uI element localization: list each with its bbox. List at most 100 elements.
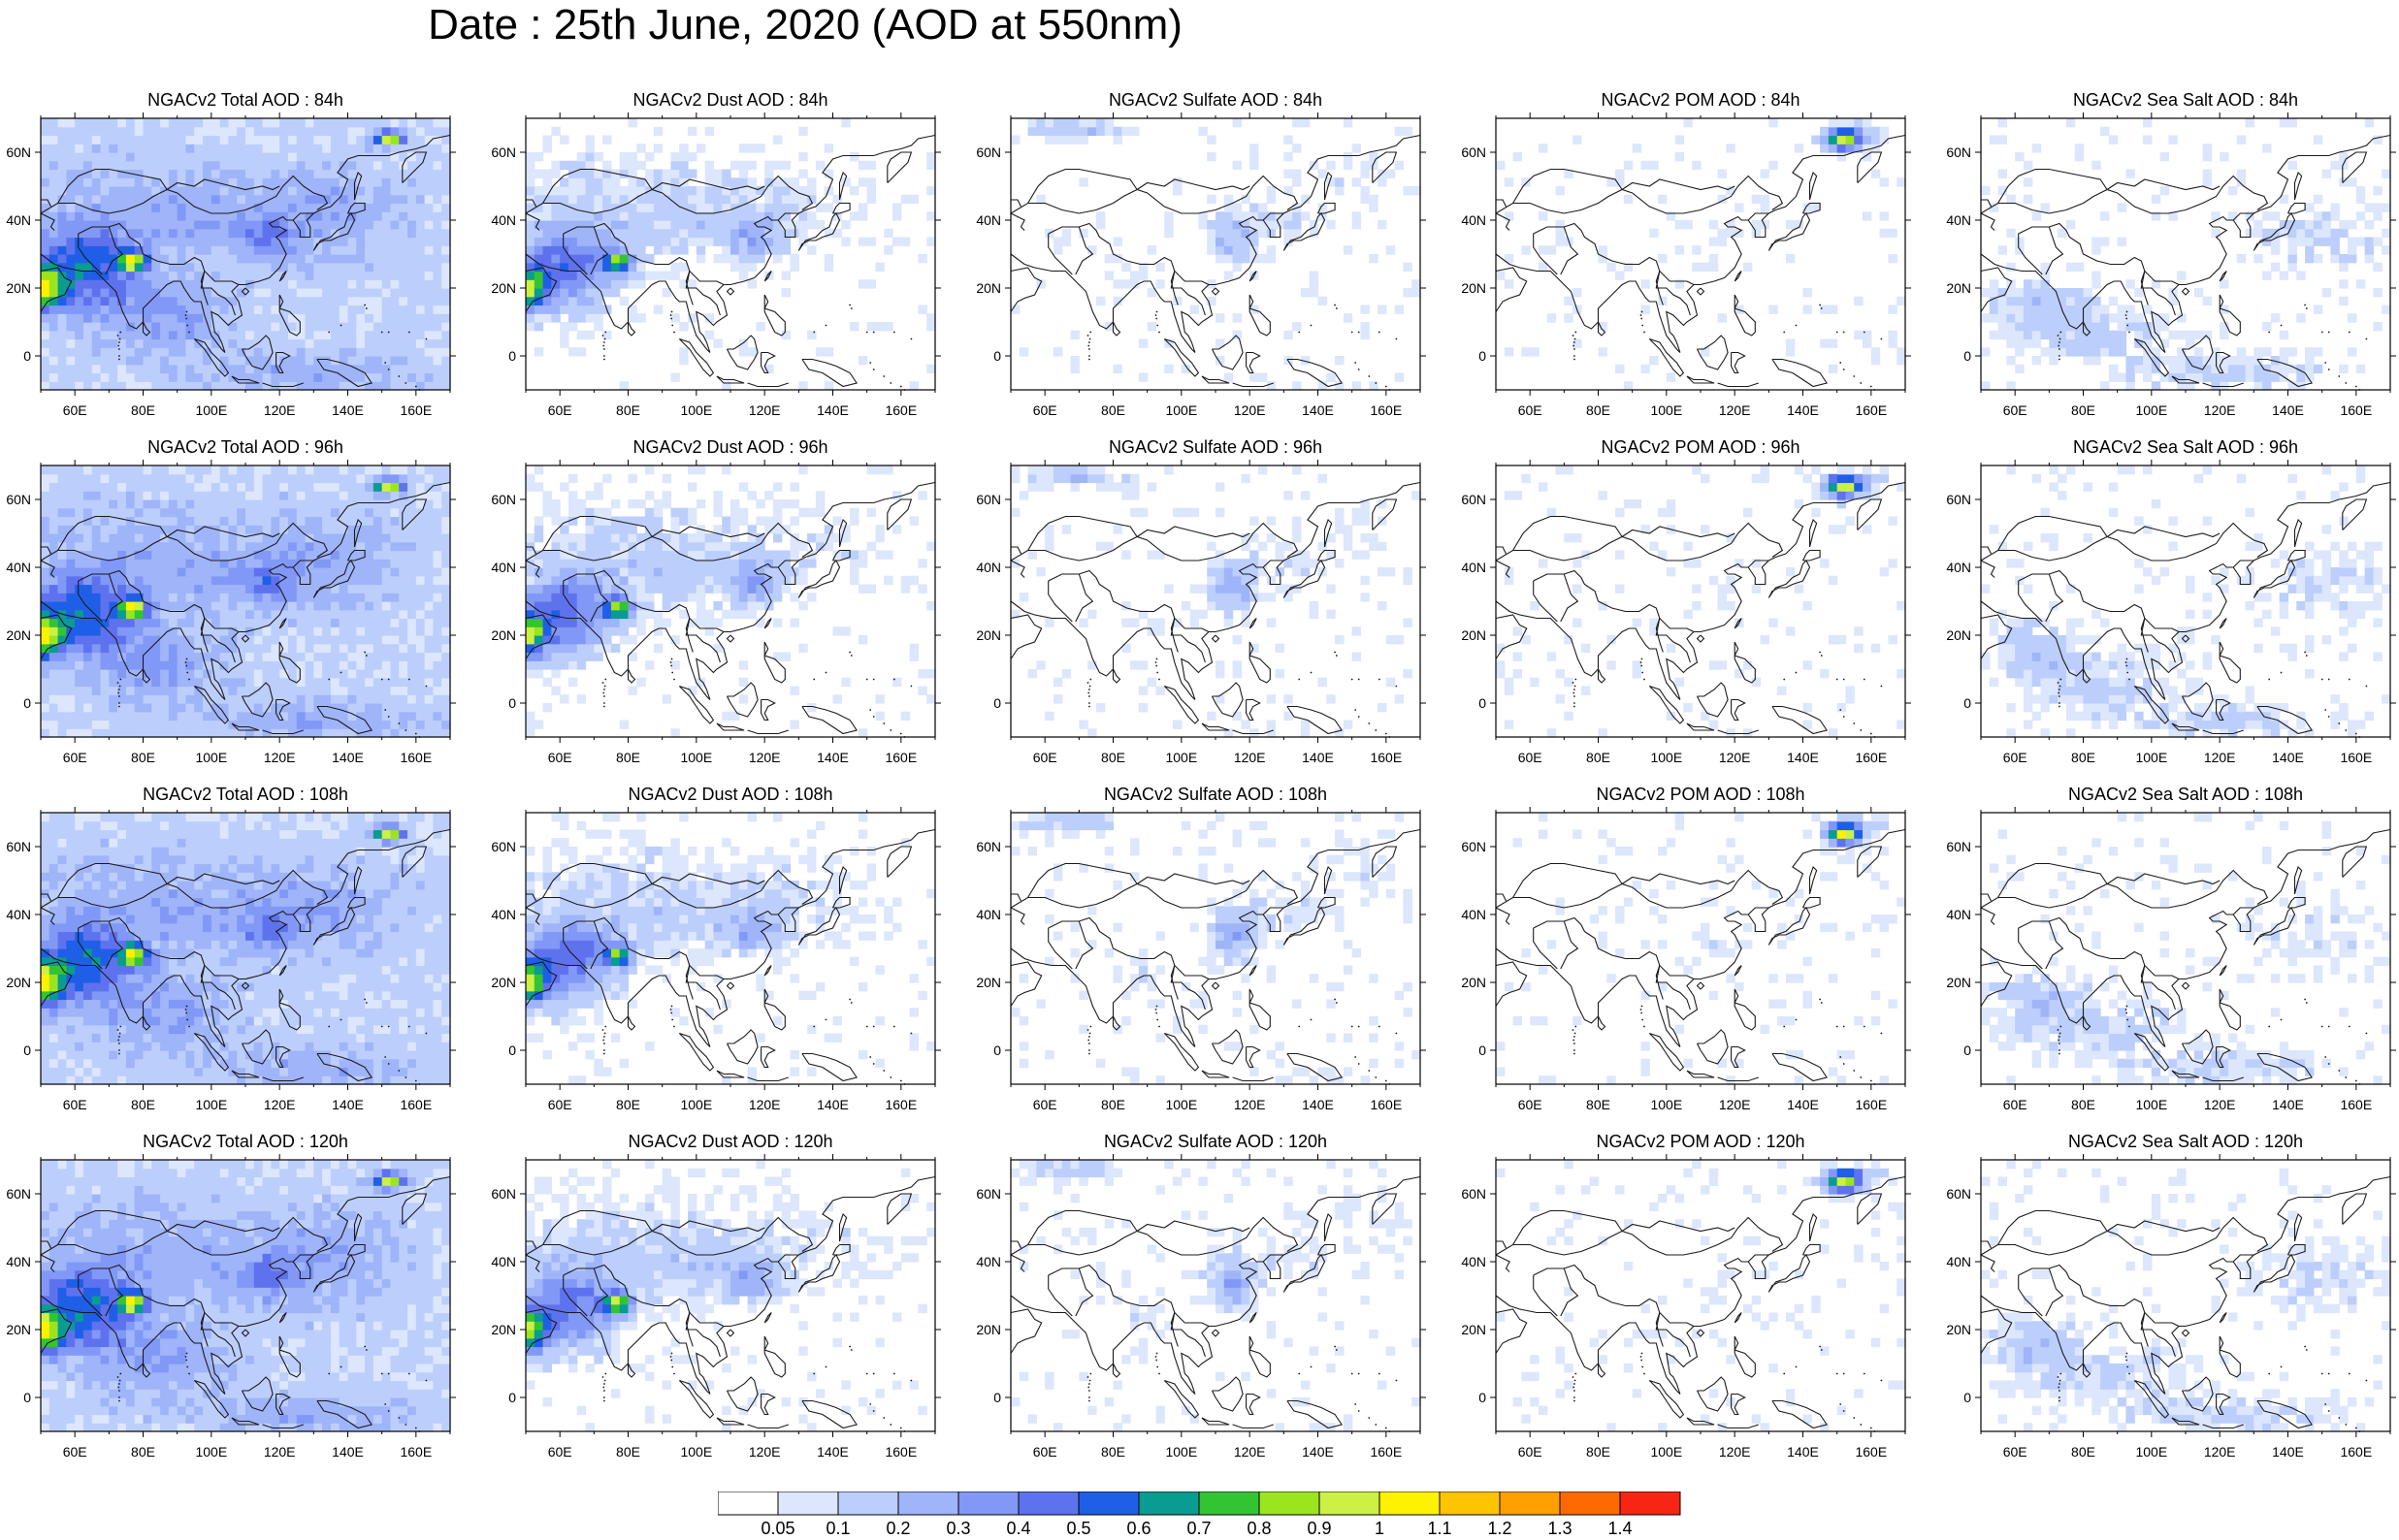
lon-tick-label: 60E [63, 750, 87, 765]
lat-tick-label: 40N [491, 560, 516, 575]
lon-tick-label: 80E [2071, 402, 2095, 418]
lon-tick-label: 120E [749, 750, 781, 765]
lat-tick-label: 0 [993, 1043, 1001, 1058]
colorbar-label: 0.8 [1247, 1519, 1271, 1536]
lon-tick-label: 60E [2003, 402, 2027, 418]
aod-field [526, 465, 936, 738]
lon-tick-label: 160E [400, 750, 432, 765]
lon-tick-label: 140E [817, 1444, 849, 1460]
lon-tick-label: 120E [749, 1444, 781, 1460]
lat-tick-label: 40N [491, 1254, 516, 1269]
coastlines [40, 481, 451, 738]
lat-tick-label: 40N [1461, 560, 1486, 575]
lon-tick-label: 160E [400, 1444, 432, 1460]
lat-tick-label: 40N [976, 560, 1001, 575]
lat-tick-label: 20N [491, 975, 516, 990]
colorbar-label: 0.4 [1006, 1519, 1030, 1536]
lon-tick-label: 120E [1234, 1097, 1266, 1112]
lat-tick-label: 40N [976, 907, 1001, 922]
lon-tick-label: 160E [885, 1097, 917, 1112]
lon-tick-label: 60E [548, 750, 572, 765]
lon-tick-label: 100E [680, 750, 712, 765]
aod-map: 60N 40N 20N 0 60E 80E 100E 120E 140E 160E [1946, 112, 2396, 418]
lat-tick-label: 20N [1461, 1322, 1486, 1337]
lon-tick-label: 80E [131, 1097, 155, 1112]
lon-tick-label: 80E [131, 402, 155, 418]
map-panel: 60N 40N 20N 0 60E 80E 100E 120E 140E 160E NGACv2 S… [970, 784, 1426, 1113]
map-panel: 60N 40N 20N 0 60E 80E 100E 120E 140E 160E NGACv2 D… [485, 1131, 941, 1460]
coastlines [525, 481, 936, 738]
lat-tick-label: 40N [1461, 907, 1486, 922]
lat-tick-label: 20N [491, 627, 516, 643]
lon-tick-label: 100E [195, 1444, 227, 1460]
coastlines [1010, 1175, 1421, 1432]
panel-title: NGACv2 Sea Salt AOD : 120h [2067, 1132, 2304, 1151]
colorbar-label: 0.3 [946, 1519, 970, 1536]
colorbar-swatch [837, 1492, 899, 1516]
colorbar-label: 0.7 [1186, 1519, 1211, 1536]
colorbar-swatch [1499, 1492, 1561, 1516]
lon-tick-label: 140E [332, 1444, 364, 1460]
lat-tick-label: 20N [1946, 627, 1971, 643]
colorbar-swatch [777, 1492, 839, 1516]
colorbar-label: 0.05 [761, 1519, 794, 1536]
lon-tick-label: 80E [1586, 750, 1610, 765]
lon-tick-label: 120E [264, 1097, 296, 1112]
aod-map: 60N 40N 20N 0 60E 80E 100E 120E 140E 160E [1461, 112, 1911, 418]
lon-tick-label: 100E [680, 402, 712, 418]
panel-title: NGACv2 POM AOD : 84h [1601, 90, 1800, 110]
lat-tick-label: 0 [508, 348, 516, 364]
lon-tick-label: 100E [1165, 402, 1197, 418]
aod-field [1981, 118, 2391, 391]
lon-tick-label: 80E [1586, 1444, 1610, 1460]
colorbar-swatch [1619, 1492, 1681, 1516]
lon-tick-label: 80E [131, 1444, 155, 1460]
lat-tick-label: 0 [23, 1390, 31, 1405]
map-panel: 60N 40N 20N 0 60E 80E 100E 120E 140E 160E NGACv2 S… [970, 89, 1426, 419]
panel-title: NGACv2 Dust AOD : 84h [632, 90, 828, 110]
lat-tick-label: 40N [1946, 560, 1971, 575]
aod-map: 60N 40N 20N 0 60E 80E 100E 120E 140E 160E [6, 112, 456, 418]
lat-tick-label: 60N [491, 492, 516, 507]
lon-tick-label: 60E [2003, 1097, 2027, 1112]
lat-tick-label: 20N [1946, 280, 1971, 296]
lon-tick-label: 80E [616, 1444, 640, 1460]
lon-tick-label: 60E [1033, 750, 1057, 765]
lon-tick-label: 140E [1787, 402, 1819, 418]
lat-tick-label: 20N [6, 627, 31, 643]
aod-field [1011, 118, 1421, 391]
lon-tick-label: 80E [2071, 1097, 2095, 1112]
lon-tick-label: 140E [1302, 750, 1334, 765]
lat-tick-label: 20N [1461, 627, 1486, 643]
aod-map: 60N 40N 20N 0 60E 80E 100E 120E 140E 160E [491, 112, 941, 418]
lon-tick-label: 160E [1855, 750, 1887, 765]
aod-map: 60N 40N 20N 0 60E 80E 100E 120E 140E 160E [976, 1154, 1426, 1460]
panel-title: NGACv2 Sea Salt AOD : 96h [2072, 437, 2299, 457]
lon-tick-label: 140E [1302, 1097, 1334, 1112]
coastlines [40, 828, 451, 1085]
coastlines [1980, 481, 2391, 738]
coastlines [1495, 1175, 1906, 1432]
lon-tick-label: 120E [2204, 402, 2236, 418]
lon-tick-label: 100E [2135, 1444, 2167, 1460]
lat-tick-label: 20N [976, 975, 1001, 990]
aod-map: 60N 40N 20N 0 60E 80E 100E 120E 140E 160E [491, 807, 941, 1112]
lat-tick-label: 40N [976, 1254, 1001, 1269]
lat-tick-label: 60N [1946, 839, 1971, 854]
coastlines [525, 1175, 936, 1432]
lon-tick-label: 120E [1719, 1444, 1751, 1460]
lon-tick-label: 80E [2071, 1444, 2095, 1460]
coastlines [1980, 828, 2391, 1085]
lon-tick-label: 120E [1234, 1444, 1266, 1460]
lon-tick-label: 120E [2204, 750, 2236, 765]
lon-tick-label: 140E [2272, 402, 2304, 418]
map-panel: 60N 40N 20N 0 60E 80E 100E 120E 140E 160E NGACv2 T… [0, 784, 456, 1113]
lon-tick-label: 100E [1650, 1444, 1682, 1460]
lon-tick-label: 80E [616, 750, 640, 765]
lon-tick-label: 80E [131, 750, 155, 765]
aod-field [526, 813, 936, 1085]
panel-title: NGACv2 Total AOD : 108h [143, 785, 348, 804]
aod-map: 60N 40N 20N 0 60E 80E 100E 120E 140E 160E [6, 460, 456, 765]
lon-tick-label: 100E [2135, 402, 2167, 418]
lat-tick-label: 60N [6, 144, 31, 160]
